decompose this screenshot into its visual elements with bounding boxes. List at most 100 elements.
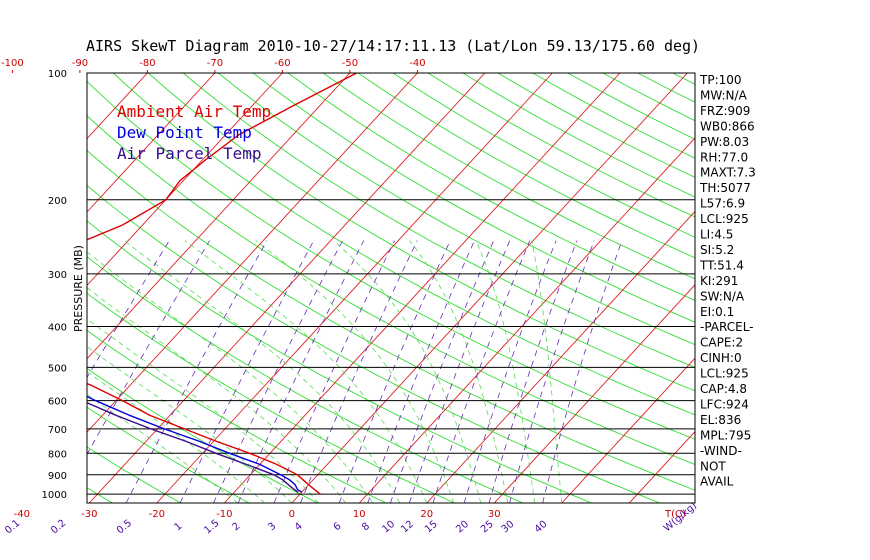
dry-adiabat [182, 73, 695, 368]
mixing-ratio-tick-label: 8 [360, 521, 372, 534]
dry-adiabat [357, 73, 695, 259]
top-temp-tick-label: -40 [409, 58, 425, 69]
isotherm [0, 73, 12, 503]
dry-adiabat [87, 446, 182, 503]
pressure-tick-label: 200 [48, 196, 67, 207]
dry-adiabat [287, 73, 695, 301]
moist-adiabat [87, 394, 239, 503]
moist-adiabat [409, 240, 509, 503]
index-item: LCL:925 [700, 367, 749, 381]
mixing-ratio-line [542, 240, 623, 503]
mixing-ratio-tick-label: 2 [231, 521, 243, 534]
isobars [87, 199, 695, 495]
index-item: MPL:795 [700, 428, 751, 442]
index-item: SW:N/A [700, 289, 745, 303]
pressure-tick-label: 700 [48, 425, 67, 436]
legend: Ambient Air Temp Dew Point Temp Air Parcel… [117, 102, 271, 163]
index-item: CINH:0 [700, 351, 742, 365]
legend-entry: Ambient Air Temp [117, 102, 271, 121]
bottom-temp-tick-label: -40 [14, 509, 30, 520]
bottom-temp-tick-label: 10 [353, 509, 366, 520]
dry-adiabat [217, 73, 695, 346]
top-temp-tick-label: -90 [72, 58, 88, 69]
moist-adiabat [333, 240, 482, 503]
mixing-ratio-tick-label: 15 [423, 519, 440, 536]
mixing-ratio-line [509, 240, 595, 503]
pressure-tick-label: 500 [48, 363, 67, 374]
pressure-tick-label: 100 [48, 69, 67, 80]
index-item: TT:51.4 [699, 258, 744, 272]
pressure-tick-label: 800 [48, 449, 67, 460]
isotherm [358, 137, 695, 503]
mixing-ratio-line [125, 240, 268, 503]
isotherm [0, 73, 80, 503]
isotherm [561, 357, 695, 503]
dry-adiabat [87, 256, 524, 503]
dry-adiabat [87, 80, 695, 440]
index-item: AVAIL [700, 475, 734, 489]
index-item: WB0:866 [700, 119, 755, 133]
moist-adiabat [87, 371, 266, 503]
dry-adiabat [87, 292, 455, 503]
isotherm [87, 73, 216, 213]
mixing-ratio-tick-label: 1.5 [202, 518, 221, 537]
mixing-ratio-tick-label: 4 [293, 521, 305, 534]
mixing-ratio-line [87, 240, 170, 379]
dry-adiabat [87, 149, 695, 491]
mixing-ratio-line [273, 240, 395, 503]
isotherm [88, 73, 486, 503]
isotherm [87, 73, 418, 433]
legend-entry: Dew Point Temp [117, 123, 252, 142]
axis-ticks: 1002003004005006007008009001000-120-110-… [1, 58, 699, 537]
top-temp-tick-label: -70 [207, 58, 223, 69]
pressure-tick-label: 300 [48, 270, 67, 281]
moist-adiabat [123, 240, 401, 503]
chart-title: AIRS SkewT Diagram 2010-10-27/14:17:11.1… [86, 37, 700, 55]
mixing-ratio-line [87, 240, 210, 456]
mixing-ratio-line [408, 240, 511, 503]
mixing-ratio-tick-label: 10 [380, 519, 397, 536]
index-item: RH:77.0 [700, 150, 748, 164]
pressure-tick-label: 1000 [42, 490, 67, 501]
mixing-ratio-tick-label: 0.5 [115, 518, 134, 537]
bottom-temp-tick-label: 20 [420, 509, 433, 520]
mixing-ratio-line [463, 240, 557, 503]
dry-adiabat [637, 73, 695, 103]
mixing-ratio-tick-label: 1 [173, 521, 185, 534]
mixing-ratio-tick-label: 3 [266, 521, 278, 534]
profile-air-parcel-temp [87, 402, 299, 493]
index-item: LCL:925 [700, 212, 749, 226]
index-item: KI:291 [700, 274, 738, 288]
top-temp-tick-label: -50 [342, 58, 358, 69]
index-item: MW:N/A [700, 88, 748, 102]
dry-adiabat [0, 73, 44, 503]
dry-adiabat [87, 329, 387, 503]
index-item: PW:8.03 [700, 135, 749, 149]
moist-adiabat [255, 240, 455, 503]
index-item: EI:0.1 [700, 305, 734, 319]
index-item: TH:5077 [699, 181, 751, 195]
index-item: -PARCEL- [700, 320, 754, 334]
isotherm [291, 73, 688, 503]
dry-adiabat [148, 73, 695, 392]
mixing-ratio-tick-label: 0.1 [3, 518, 22, 537]
isotherm [87, 73, 351, 360]
mixing-ratio-line [213, 240, 343, 503]
profile-ambient-air-temp [87, 73, 357, 495]
isotherm [156, 73, 553, 503]
mixing-ratio-line [338, 240, 451, 503]
mixing-ratio-line [300, 240, 418, 503]
bottom-temp-tick-label: -20 [149, 509, 165, 520]
index-item: MAXT:7.3 [700, 166, 756, 180]
bottom-temp-tick-label: 0 [289, 509, 295, 520]
bottom-temp-tick-label: -10 [216, 509, 232, 520]
mixing-ratio-tick-label: 20 [454, 519, 471, 536]
index-item: NOT [700, 459, 726, 473]
dry-adiabat [427, 73, 695, 218]
y-axis-label: PRESSURE (MB) [72, 245, 85, 332]
index-item: FRZ:909 [700, 104, 750, 118]
dry-adiabat [322, 73, 695, 280]
moist-adiabat [475, 240, 536, 503]
